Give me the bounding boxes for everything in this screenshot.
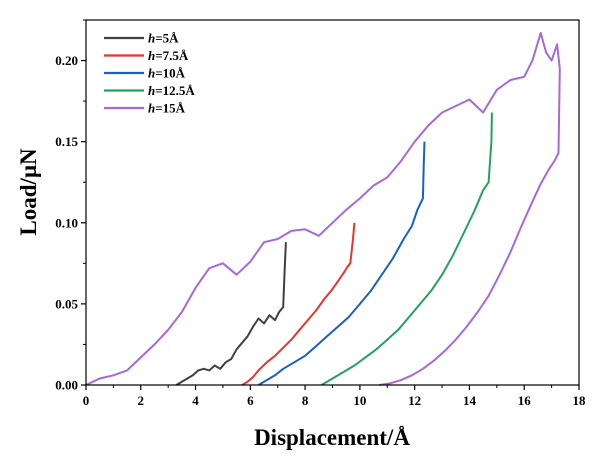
y-tick-label: 0.05: [55, 296, 78, 311]
x-tick-label: 4: [192, 393, 199, 408]
legend-item-10: h=10Å: [104, 66, 186, 81]
legend-label: h=15Å: [148, 101, 186, 116]
x-axis-title: Displacement/Å: [254, 425, 410, 450]
legend-label: h=10Å: [148, 66, 186, 81]
y-tick-label: 0.10: [55, 215, 78, 230]
x-tick-label: 0: [83, 393, 90, 408]
plot-lines: [85, 32, 561, 386]
legend-item-12-5: h=12.5Å: [104, 83, 195, 98]
y-tick-label: 0.00: [55, 378, 78, 393]
x-axis: 0 2 4 6 8 10 12 14 16 18: [83, 385, 586, 408]
x-tick-label: 18: [573, 393, 587, 408]
series-5-line: [175, 242, 287, 386]
x-tick-label: 16: [518, 393, 532, 408]
legend-label: h=12.5Å: [148, 83, 195, 98]
legend-item-5: h=5Å: [104, 31, 179, 46]
series-10-line: [257, 141, 426, 386]
series-15-unloading-line: [378, 68, 561, 386]
legend-label: h=7.5Å: [148, 48, 189, 63]
series-12-5-line: [320, 112, 493, 386]
series-7-5-line: [241, 222, 356, 386]
x-tick-label: 14: [463, 393, 477, 408]
y-axis-title: Load/μN: [16, 148, 41, 236]
x-tick-label: 8: [302, 393, 309, 408]
x-tick-label: 12: [408, 393, 421, 408]
legend-item-15: h=15Å: [104, 101, 186, 116]
x-tick-label: 10: [353, 393, 366, 408]
x-tick-label: 2: [138, 393, 145, 408]
y-tick-label: 0.20: [55, 53, 78, 68]
legend-item-7-5: h=7.5Å: [104, 48, 189, 63]
y-tick-label: 0.15: [55, 134, 78, 149]
y-axis: 0.00 0.05 0.10 0.15 0.20: [55, 19, 86, 393]
legend-label: h=5Å: [148, 31, 179, 46]
legend: h=5Å h=7.5Å h=10Å h=12.5Å h=15Å: [104, 31, 195, 116]
series-15-loading-line: [85, 32, 561, 386]
x-tick-label: 6: [247, 393, 254, 408]
